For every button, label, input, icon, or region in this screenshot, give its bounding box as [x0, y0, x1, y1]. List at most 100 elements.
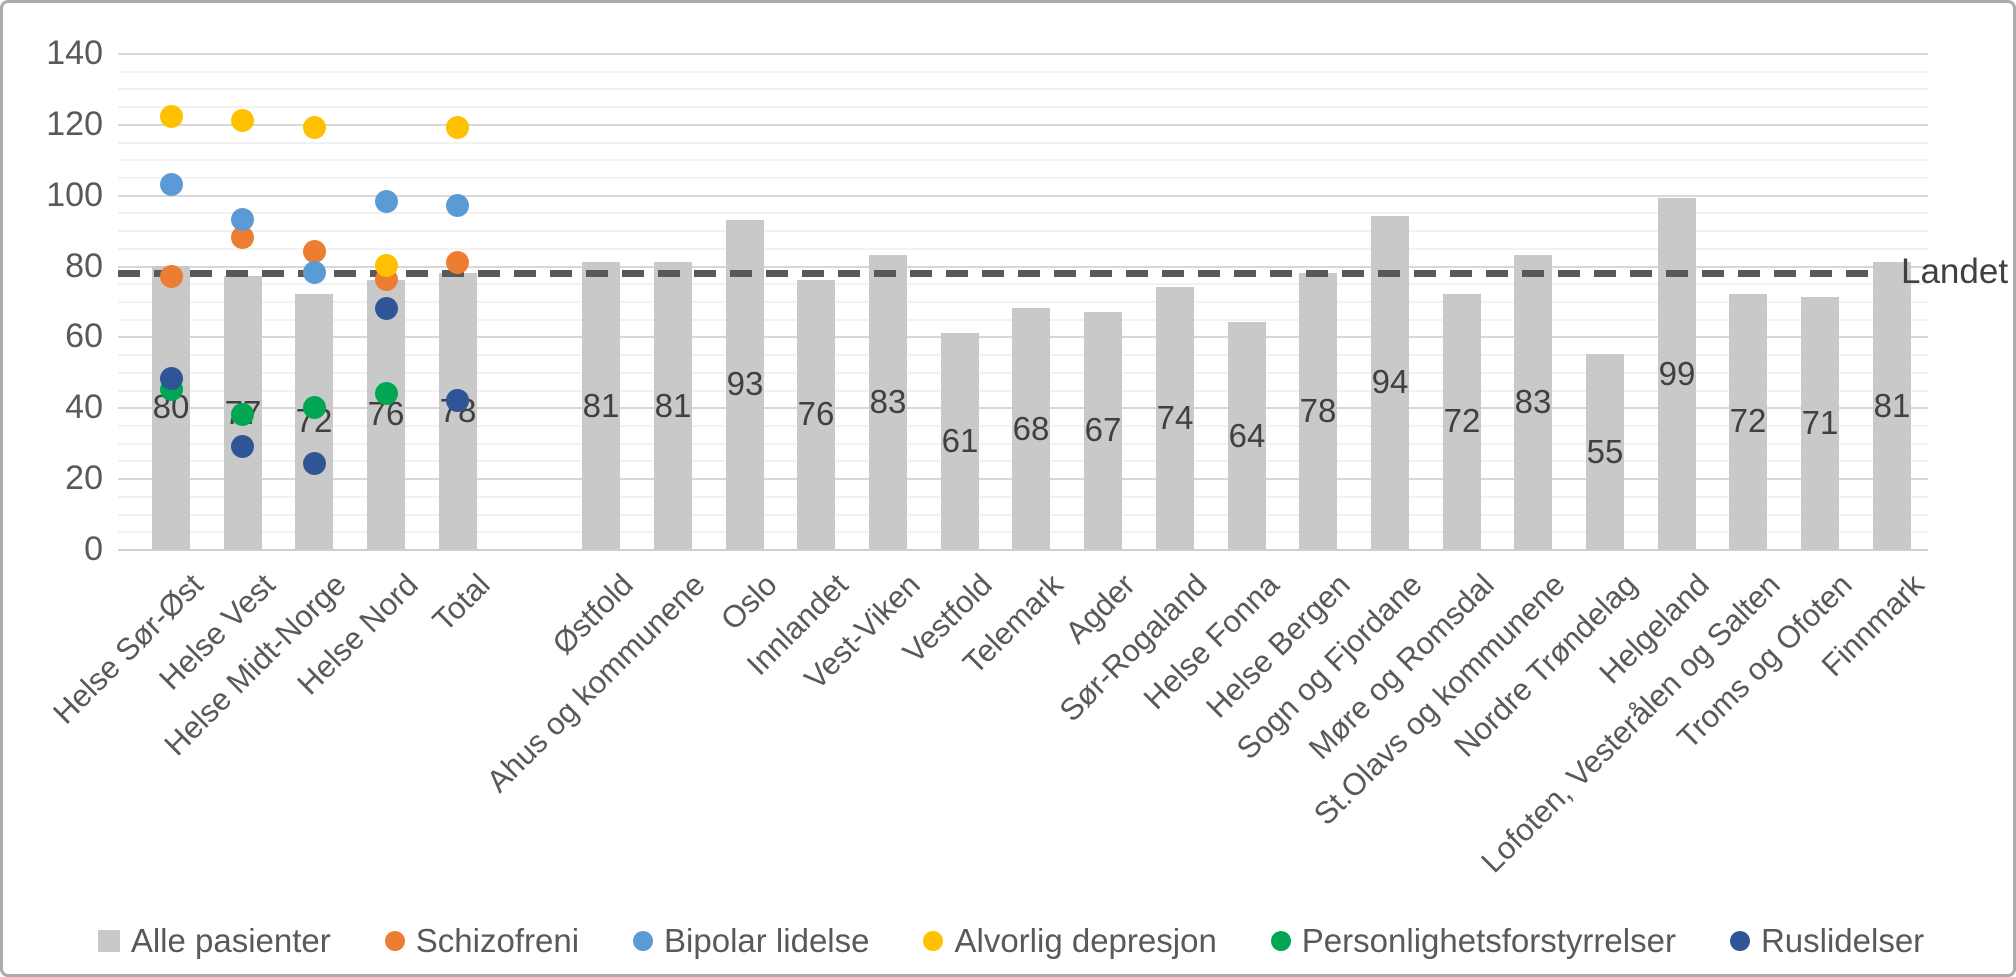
bar-value-label-nordre-trøndelag: 55 [1586, 433, 1624, 470]
legend-item-schizofreni: Schizofreni [384, 921, 579, 961]
dot-personlighetsforstyrrelser-helse-nord [375, 382, 398, 405]
bar-value-label-telemark: 68 [1012, 410, 1050, 447]
reference-line-label: Landet [1901, 252, 2009, 291]
bar-value-label-helse-bergen: 78 [1299, 392, 1337, 429]
legend-circle-marker-schizofreni [384, 931, 405, 951]
minor-gridline-95 [118, 212, 1928, 214]
bar-value-label-agder: 67 [1084, 411, 1122, 448]
legend-item-personlighetsforstyrrelser: Personlighetsforstyrrelser [1270, 921, 1676, 961]
chart-legend: Alle pasienter Schizofreni Bipolar lidelse… [3, 911, 2013, 971]
bar-value-label-ahus-og-kommunene: 81 [654, 387, 692, 424]
minor-gridline-130 [118, 88, 1928, 90]
bar-østfold [582, 262, 620, 549]
legend-item-alle-pasienter: Alle pasienter [97, 921, 331, 961]
bar-value-label-sogn-og-fjordane: 94 [1371, 363, 1409, 400]
dot-ruslidelser-helse-sør-øst [160, 367, 183, 390]
legend-label-alvorlig-depresjon: Alvorlig depresjon [954, 922, 1217, 959]
bar-agder [1084, 312, 1122, 549]
major-gridline-100 [118, 195, 1928, 197]
bar-møre-og-romsdal [1443, 294, 1481, 549]
bar-vest-viken [869, 255, 907, 549]
major-gridline-80 [118, 266, 1928, 268]
minor-gridline-105 [118, 177, 1928, 179]
dot-ruslidelser-helse-nord [375, 297, 398, 320]
legend-item-alvorlig-depresjon: Alvorlig depresjon [923, 921, 1217, 961]
dot-bipolar-lidelse-helse-vest [231, 208, 254, 231]
bar-helse-fonna [1228, 322, 1266, 549]
dot-bipolar-lidelse-total [446, 194, 469, 217]
bar-telemark [1012, 308, 1050, 549]
major-gridline-120 [118, 124, 1928, 126]
minor-gridline-85 [118, 248, 1928, 250]
minor-gridline-135 [118, 71, 1928, 73]
legend-label-personlighetsforstyrrelser: Personlighetsforstyrrelser [1301, 922, 1676, 959]
legend-label-bipolar-lidelse: Bipolar lidelse [664, 922, 870, 959]
legend-item-bipolar-lidelse: Bipolar lidelse [633, 921, 869, 961]
legend-square-marker-alle-pasienter [97, 930, 120, 952]
dot-bipolar-lidelse-helse-sør-øst [160, 173, 183, 196]
reference-dashed-line [118, 270, 1881, 277]
dot-schizofreni-helse-vest [231, 226, 254, 249]
bar-st-olavs-og-kommunene [1514, 255, 1552, 549]
dot-bipolar-lidelse-helse-midt-norge [303, 261, 326, 284]
bar-helse-sør-øst [152, 266, 190, 549]
minor-gridline-110 [118, 159, 1928, 161]
bar-innlandet [797, 280, 835, 549]
y-tick-label-100: 100 [46, 176, 103, 214]
dot-alvorlig-depresjon-helse-midt-norge [303, 116, 326, 139]
bar-value-label-møre-og-romsdal: 72 [1443, 402, 1481, 439]
bar-nordre-trøndelag [1586, 354, 1624, 549]
legend-circle-marker-ruslidelser [1729, 931, 1750, 951]
bar-value-label-helgeland: 99 [1658, 355, 1696, 392]
bar-ahus-og-kommunene [654, 262, 692, 549]
bar-finnmark [1873, 262, 1911, 549]
y-tick-label-120: 120 [46, 105, 103, 143]
bar-helse-nord [367, 280, 405, 549]
dot-alvorlig-depresjon-total [446, 116, 469, 139]
bar-helgeland [1658, 198, 1696, 549]
bar-value-label-vest-viken: 83 [869, 383, 907, 420]
bar-helse-midt-norge [295, 294, 333, 549]
bar-vestfold [941, 333, 979, 549]
minor-gridline-125 [118, 106, 1928, 108]
dot-schizofreni-helse-midt-norge [303, 240, 326, 263]
bar-value-label-vestfold: 61 [941, 422, 979, 459]
bar-value-label-sør-rogaland: 74 [1156, 399, 1194, 436]
minor-gridline-75 [118, 283, 1928, 285]
bar-value-label-lofoten-vesterålen-og-salten: 72 [1729, 402, 1767, 439]
y-tick-label-80: 80 [65, 247, 103, 285]
bar-lofoten-vesterålen-og-salten [1729, 294, 1767, 549]
dot-ruslidelser-helse-vest [231, 435, 254, 458]
minor-gridline-90 [118, 230, 1928, 232]
bar-value-label-st-olavs-og-kommunene: 83 [1514, 383, 1552, 420]
bar-value-label-innlandet: 76 [797, 395, 835, 432]
bar-troms-og-ofoten [1801, 297, 1839, 549]
dot-ruslidelser-total [446, 389, 469, 412]
x-axis-line [118, 549, 1928, 551]
legend-circle-marker-bipolar-lidelse [633, 931, 654, 951]
legend-label-ruslidelser: Ruslidelser [1760, 922, 1925, 959]
y-tick-label-20: 20 [65, 459, 103, 497]
bar-value-label-helse-fonna: 64 [1228, 417, 1266, 454]
dot-alvorlig-depresjon-helse-nord [375, 254, 398, 277]
legend-label-alle-pasienter: Alle pasienter [130, 922, 331, 959]
legend-circle-marker-alvorlig-depresjon [923, 931, 944, 951]
minor-gridline-115 [118, 142, 1928, 144]
bar-helse-bergen [1299, 273, 1337, 549]
dot-schizofreni-helse-sør-øst [160, 265, 183, 288]
dot-schizofreni-total [446, 251, 469, 274]
major-gridline-140 [118, 53, 1928, 55]
dot-ruslidelser-helse-midt-norge [303, 452, 326, 475]
minor-gridline-70 [118, 301, 1928, 303]
dot-personlighetsforstyrrelser-helse-midt-norge [303, 396, 326, 419]
y-tick-label-0: 0 [84, 530, 103, 568]
bar-value-label-finnmark: 81 [1873, 387, 1911, 424]
bar-value-label-oslo: 93 [726, 365, 764, 402]
legend-circle-marker-personlighetsforstyrrelser [1270, 931, 1291, 951]
y-tick-label-60: 60 [65, 317, 103, 355]
dot-alvorlig-depresjon-helse-vest [231, 109, 254, 132]
dot-personlighetsforstyrrelser-helse-vest [231, 403, 254, 426]
bar-value-label-østfold: 81 [582, 387, 620, 424]
legend-item-ruslidelser: Ruslidelser [1729, 921, 1925, 961]
